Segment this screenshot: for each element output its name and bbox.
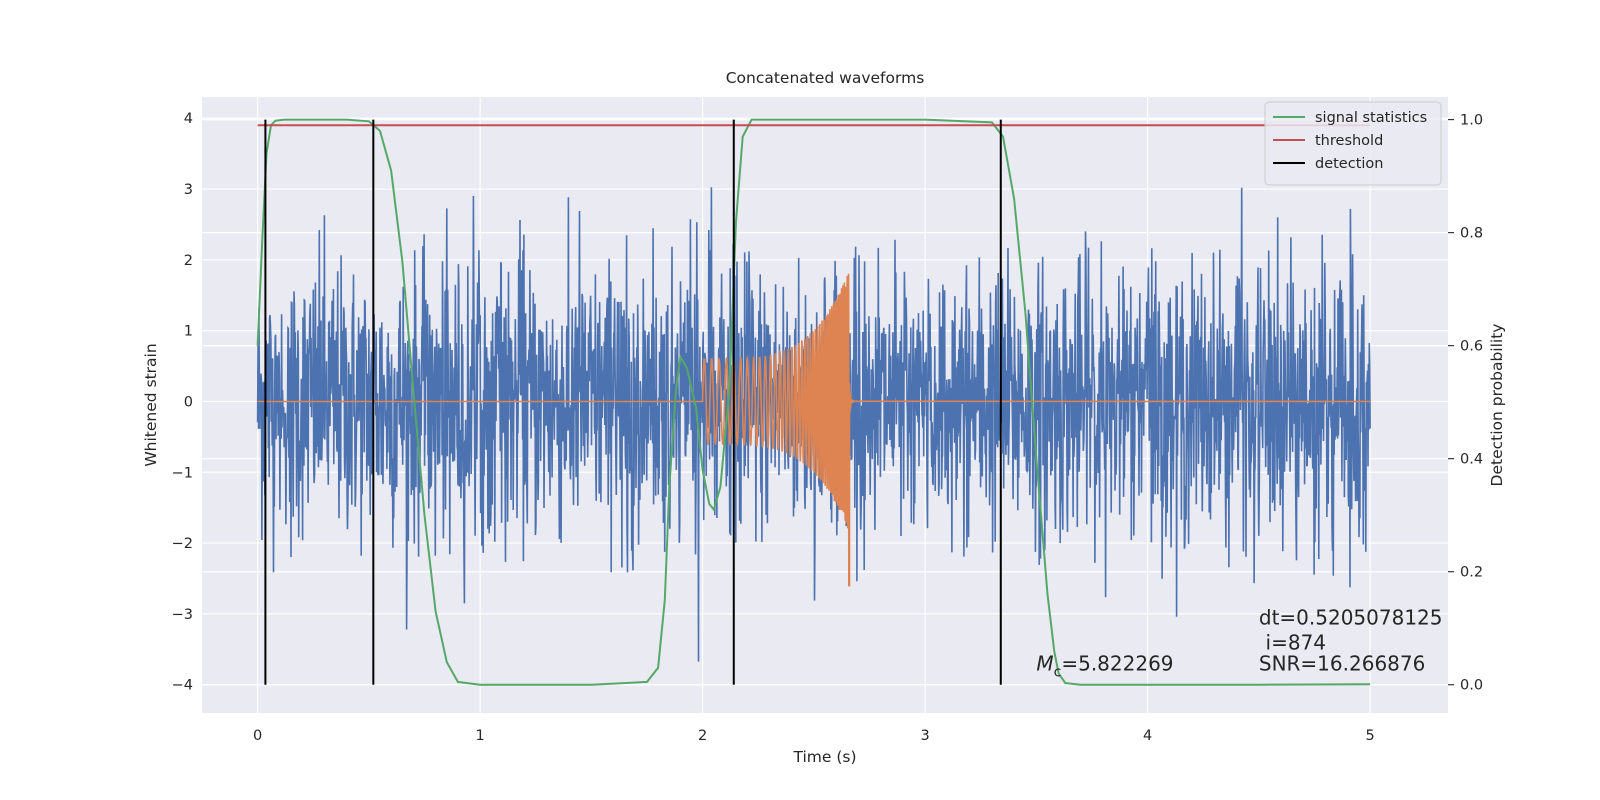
series-chirp (257, 273, 1371, 587)
x-tick-label: 0 (253, 728, 262, 744)
series-layer (256, 118, 1371, 686)
y-tick-label-right: 1.0 (1460, 113, 1483, 129)
chart-title: Concatenated waveforms (726, 69, 925, 87)
y-tick-label-left: −2 (172, 536, 193, 552)
legend: signal statistics threshold detection (1264, 101, 1442, 186)
legend-label: threshold (1315, 133, 1383, 149)
x-tick-label: 3 (921, 728, 930, 744)
annotation: dt=0.5205078125 (1259, 605, 1443, 629)
y-tick-label-left: −1 (172, 465, 193, 481)
legend-label: signal statistics (1315, 110, 1427, 126)
x-tick-label: 2 (698, 728, 707, 744)
annotation: Mc=5.822269 (1036, 652, 1173, 681)
series-signal-statistics (256, 118, 1371, 686)
y-axis-label-right: Detection probability (1488, 324, 1506, 487)
y-tick-label-right: 0.2 (1460, 565, 1483, 581)
y-tick-label-left: 1 (184, 324, 193, 340)
annotation: i=874 (1266, 630, 1327, 654)
annotation: SNR=16.266876 (1259, 652, 1425, 676)
y-tick-label-left: −4 (172, 678, 193, 694)
x-tick-label: 1 (476, 728, 485, 744)
x-tick-label: 4 (1143, 728, 1152, 744)
y-tick-label-right: 0.4 (1460, 452, 1483, 468)
y-tick-label-left: −3 (172, 607, 193, 623)
x-axis-label: Time (s) (792, 748, 856, 766)
y-tick-label-left: 2 (184, 253, 193, 269)
legend-box (1264, 101, 1442, 186)
y-axis-label-left: Whitened strain (142, 343, 160, 466)
y-tick-label-left: 3 (184, 182, 193, 198)
ticks: 0 1 2 3 4 5 4 3 2 1 0 −1 −2 −3 −4 1.0 0.8 0.6 0.4 0.2 0.0 (172, 111, 1483, 744)
y-tick-label-right: 0.8 (1460, 226, 1483, 242)
y-tick-label-right: 0.6 (1460, 339, 1483, 355)
x-tick-label: 5 (1366, 728, 1375, 744)
y-tick-label-left: 4 (184, 111, 193, 127)
y-tick-label-right: 0.0 (1460, 678, 1483, 694)
y-tick-label-left: 0 (184, 394, 193, 410)
legend-label: detection (1315, 156, 1383, 172)
